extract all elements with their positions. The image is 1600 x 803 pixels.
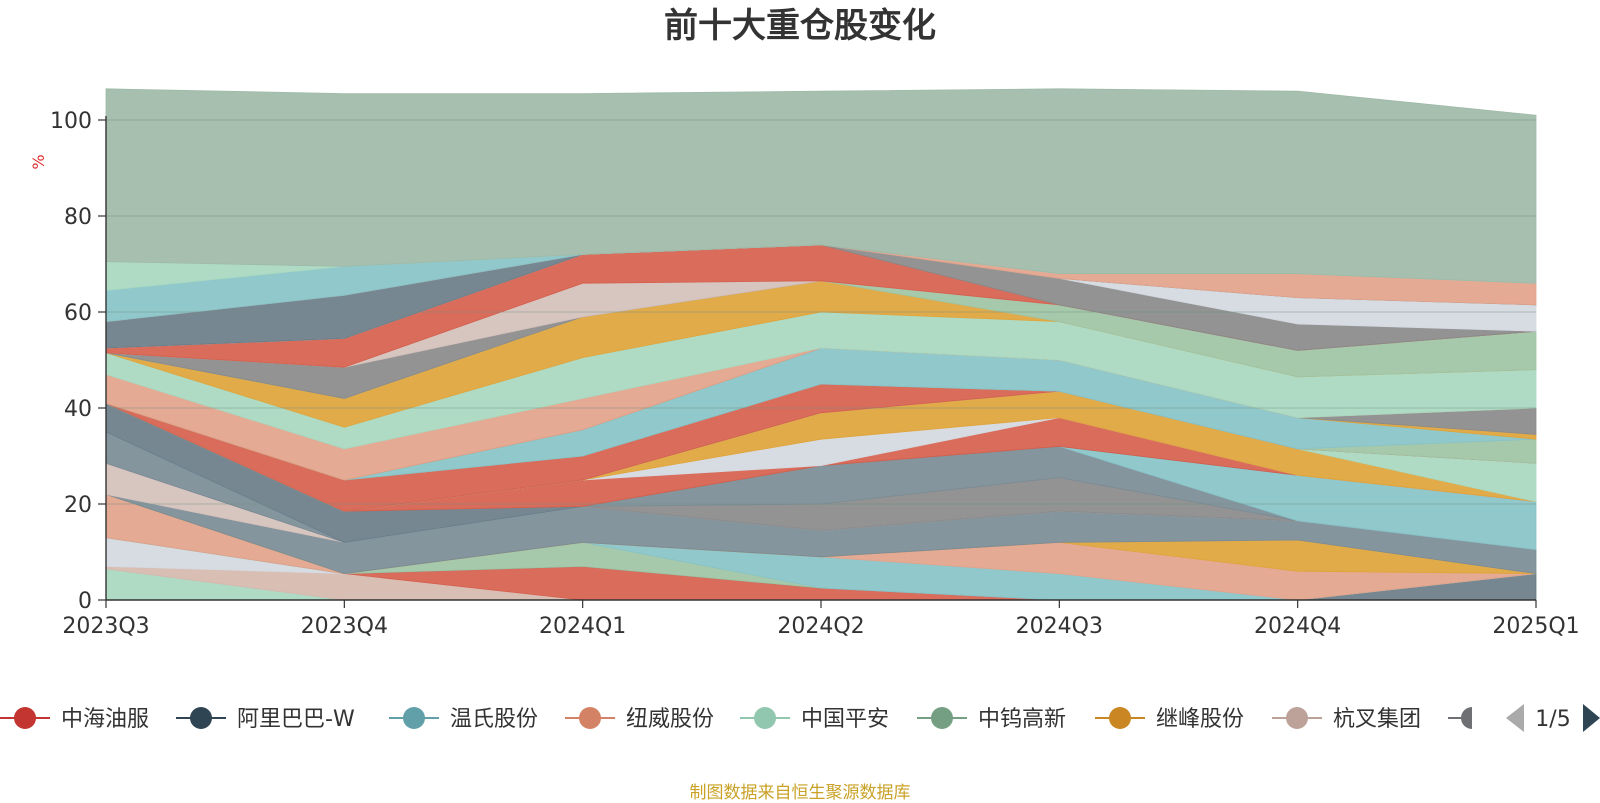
y-tick-label: 20 (64, 493, 92, 518)
legend-marker-icon (190, 707, 212, 729)
legend-item-7[interactable]: 杭叉集团 (1272, 707, 1421, 732)
legend-marker-icon (754, 707, 776, 729)
legend: 中海油服 阿里巴巴-W 温氏股份 纽威股份 中国平安 中钨高新 继峰股份 杭叉集团 1/5 (0, 700, 1600, 736)
area-series-group (105, 88, 1537, 601)
legend-page-indicator: 1/5 (1535, 707, 1570, 732)
x-tick-label: 2024Q1 (539, 614, 626, 639)
legend-item-8[interactable] (1448, 706, 1486, 730)
legend-label: 中海油服 (61, 707, 149, 732)
y-tick-label: 40 (64, 397, 92, 422)
legend-marker-icon (1109, 707, 1131, 729)
legend-item-5[interactable]: 中钨高新 (917, 707, 1066, 732)
x-tick-label: 2025Q1 (1492, 614, 1579, 639)
legend-label: 杭叉集团 (1333, 707, 1421, 732)
legend-label: 中钨高新 (978, 707, 1066, 732)
legend-label: 中国平安 (801, 707, 889, 732)
y-tick-label: 0 (78, 589, 92, 614)
legend-item-2[interactable]: 温氏股份 (389, 707, 538, 732)
legend-prev-icon[interactable] (1506, 704, 1524, 732)
legend-label: 阿里巴巴-W (237, 707, 355, 732)
axes: 0 20 40 60 80 100 2023Q3 2023Q4 2024Q1 2024Q2 2024… (50, 109, 1580, 639)
legend-next-icon[interactable] (1583, 704, 1600, 732)
x-tick-label: 2024Q3 (1016, 614, 1103, 639)
x-tick-label: 2024Q2 (777, 614, 864, 639)
y-tick-label: 100 (50, 109, 92, 134)
legend-label: 继峰股份 (1156, 707, 1244, 732)
legend-marker-icon (403, 707, 425, 729)
x-tick-label: 2024Q4 (1254, 614, 1341, 639)
legend-marker-icon (579, 707, 601, 729)
legend-label: 温氏股份 (450, 707, 538, 732)
legend-marker-icon (14, 707, 36, 729)
source-note: 制图数据来自恒生聚源数据库 (689, 783, 911, 803)
legend-marker-icon (1286, 707, 1308, 729)
chart-title: 前十大重仓股变化 (664, 6, 936, 46)
grid-lines (106, 119, 1536, 505)
y-tick-label: 60 (64, 301, 92, 326)
legend-item-6[interactable]: 继峰股份 (1095, 707, 1244, 732)
x-tick-label: 2023Q4 (301, 614, 388, 639)
y-axis-label: % (29, 154, 48, 169)
legend-item-1[interactable]: 阿里巴巴-W (176, 707, 355, 732)
legend-item-0[interactable]: 中海油服 (0, 707, 149, 732)
legend-marker-icon (931, 707, 953, 729)
y-tick-label: 80 (64, 205, 92, 230)
legend-label: 纽威股份 (626, 707, 714, 732)
legend-item-4[interactable]: 中国平安 (740, 707, 889, 732)
x-tick-label: 2023Q3 (62, 614, 149, 639)
area-band-37[interactable] (105, 88, 1537, 284)
legend-item-3[interactable]: 纽威股份 (565, 707, 714, 732)
